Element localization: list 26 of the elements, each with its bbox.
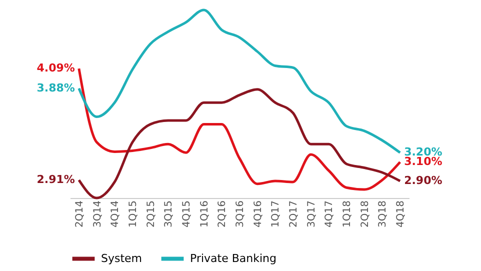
x-tick-label: 4Q18 xyxy=(396,200,407,228)
data-label: 2.90% xyxy=(404,174,442,187)
x-tick-label: 1Q16 xyxy=(199,200,210,228)
x-tick-label: 3Q18 xyxy=(378,200,389,228)
x-tick-label: 3Q14 xyxy=(92,200,104,228)
x-tick-label: 1Q18 xyxy=(342,200,354,228)
data-label: 3.10% xyxy=(404,155,442,168)
x-tick-label: 3Q16 xyxy=(235,200,246,228)
x-tick-label: 2Q15 xyxy=(146,200,157,228)
x-tick-label: 2Q18 xyxy=(360,200,371,228)
x-tick-label: 1Q15 xyxy=(128,200,139,228)
x-tick-label: 4Q16 xyxy=(252,200,264,228)
data-label: 4.09% xyxy=(36,62,75,75)
data-label: 3.88% xyxy=(36,81,75,94)
legend-label: Private Banking xyxy=(190,252,276,265)
x-tick-label: 1Q17 xyxy=(270,200,282,228)
data-label: 2.91% xyxy=(36,173,75,186)
x-tick-label: 4Q15 xyxy=(181,200,192,228)
legend-label: System xyxy=(101,252,142,265)
x-tick-label: 4Q14 xyxy=(110,200,122,228)
x-tick-label: 3Q15 xyxy=(164,200,175,228)
x-tick-label: 2Q17 xyxy=(288,200,300,228)
x-tick-label: 2Q16 xyxy=(217,200,228,228)
x-tick-label: 2Q14 xyxy=(74,200,86,228)
x-tick-label: 3Q17 xyxy=(306,200,318,228)
x-tick-label: 4Q17 xyxy=(324,200,336,228)
